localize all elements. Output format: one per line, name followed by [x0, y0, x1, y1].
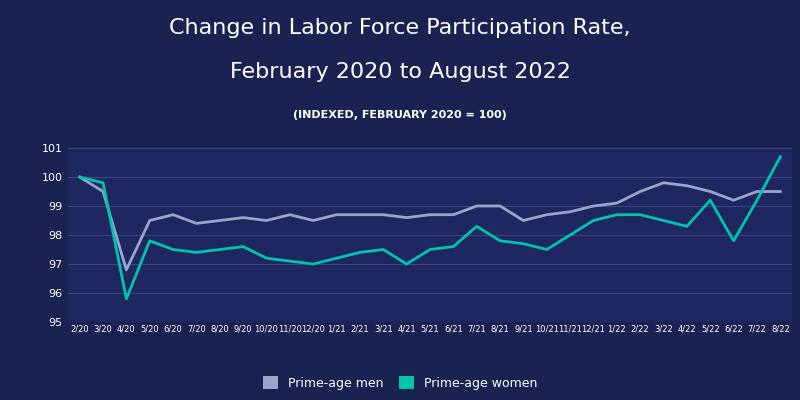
Text: Change in Labor Force Participation Rate,: Change in Labor Force Participation Rate…: [170, 18, 630, 38]
Legend: Prime-age men, Prime-age women: Prime-age men, Prime-age women: [263, 376, 537, 390]
Text: (INDEXED, FEBRUARY 2020 = 100): (INDEXED, FEBRUARY 2020 = 100): [293, 110, 507, 120]
Text: February 2020 to August 2022: February 2020 to August 2022: [230, 62, 570, 82]
